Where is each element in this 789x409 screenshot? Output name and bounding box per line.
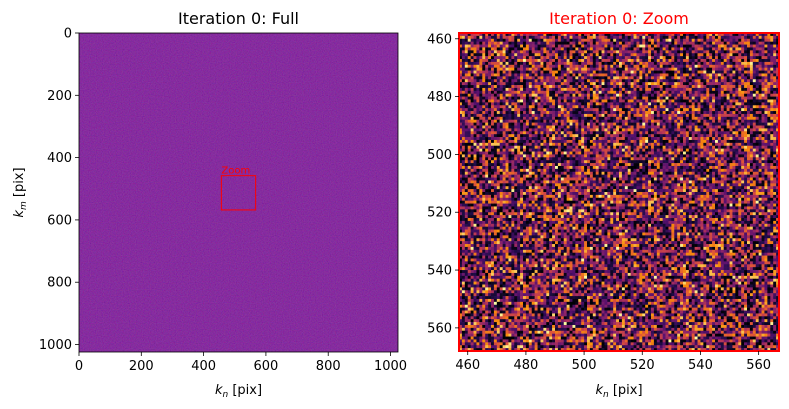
full-frame [78, 32, 399, 353]
full-x-tick-label: 1000 [374, 359, 407, 374]
full-y-tick-label: 1000 [39, 338, 72, 353]
full-x-tick-label: 800 [316, 359, 341, 374]
zoom-title: Iteration 0: Zoom [549, 9, 689, 28]
full-y-label: km [pix] [12, 167, 29, 217]
full-x-tick-label: 0 [75, 359, 83, 374]
zoom-x-tick-label: 540 [688, 358, 713, 373]
zoom-panel: 460 480 500 520 540 560 460 480 500 520 540 560 It… [427, 9, 780, 400]
full-image-noise [79, 33, 398, 352]
full-y-tick-label: 200 [47, 89, 72, 104]
zoom-y-axis: 460 480 500 520 540 560 [427, 32, 459, 336]
full-panel: Zoom 0 200 400 600 800 1000 0 200 400 600 800 1000… [12, 9, 407, 400]
zoom-x-label: kn [pix] [595, 383, 642, 400]
zoom-x-tick-label: 500 [572, 358, 597, 373]
zoom-x-tick-label: 560 [746, 358, 771, 373]
full-title: Iteration 0: Full [178, 9, 299, 28]
zoom-y-tick-label: 480 [427, 90, 452, 105]
zoom-x-axis: 460 480 500 520 540 560 [455, 351, 771, 373]
full-y-axis: 0 200 400 600 800 1000 [39, 27, 79, 353]
zoom-y-tick-label: 540 [427, 264, 452, 279]
zoom-region-box [220, 175, 257, 211]
full-x-axis: 0 200 400 600 800 1000 [75, 352, 407, 374]
full-x-tick-label: 400 [191, 359, 216, 374]
zoom-x-tick-label: 520 [630, 358, 655, 373]
zoom-region-label: Zoom [221, 166, 250, 177]
full-y-tick-label: 400 [47, 151, 72, 166]
zoom-y-tick-label: 460 [427, 32, 452, 47]
zoom-x-tick-label: 480 [513, 358, 538, 373]
zoom-frame [458, 32, 780, 352]
zoom-x-tick-label: 460 [455, 358, 480, 373]
zoom-y-tick-label: 560 [427, 321, 452, 336]
zoom-image [459, 33, 780, 352]
full-y-tick-label: 600 [47, 213, 72, 228]
zoom-y-tick-label: 520 [427, 206, 452, 221]
full-y-tick-label: 800 [47, 276, 72, 291]
full-x-tick-label: 600 [254, 359, 279, 374]
full-x-tick-label: 200 [129, 359, 154, 374]
full-x-label: kn [pix] [215, 383, 262, 400]
zoom-y-tick-label: 500 [427, 148, 452, 163]
full-y-tick-label: 0 [64, 27, 72, 42]
